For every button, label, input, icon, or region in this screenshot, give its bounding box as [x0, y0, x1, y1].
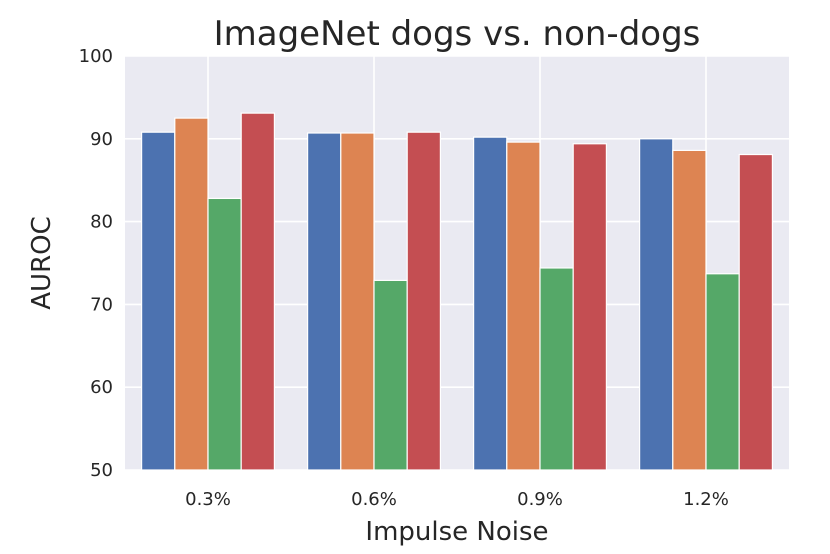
bar-series-1-12 — [638, 138, 674, 471]
bars — [141, 112, 774, 471]
bar-series-3-03 — [207, 197, 242, 471]
bar-series-1-03 — [141, 131, 176, 471]
y-tick-label: 60 — [90, 377, 113, 398]
bar-series-2-06 — [340, 132, 375, 471]
chart-title: ImageNet dogs vs. non-dogs — [214, 14, 701, 54]
bar-series-1-09 — [473, 136, 508, 471]
bar-series-4-06 — [406, 131, 442, 471]
bar-series-4-12 — [738, 153, 774, 471]
y-tick-label: 90 — [90, 129, 113, 150]
x-tick-label: 0.3% — [185, 489, 231, 510]
bar-series-2-09 — [506, 141, 541, 471]
y-tick-label: 50 — [90, 460, 113, 481]
x-ticks: 0.3% 0.6% 0.9% 1.2% — [185, 489, 729, 510]
bar-series-3-09 — [539, 267, 574, 471]
x-tick-label: 1.2% — [683, 489, 729, 510]
bar-series-3-06 — [373, 279, 408, 471]
x-tick-label: 0.9% — [517, 489, 563, 510]
bar-series-4-03 — [240, 112, 275, 471]
bar-series-4-09 — [572, 143, 608, 471]
y-tick-label: 70 — [90, 294, 113, 315]
y-ticks: 50 60 70 80 90 100 — [79, 46, 113, 481]
bar-series-3-12 — [705, 273, 740, 471]
bar-series-2-12 — [672, 149, 707, 471]
x-tick-label: 0.6% — [351, 489, 397, 510]
bar-series-2-03 — [174, 117, 209, 471]
y-tick-label: 80 — [90, 212, 113, 233]
bar-series-1-06 — [307, 132, 342, 471]
y-tick-label: 100 — [79, 46, 113, 67]
x-axis-label: Impulse Noise — [365, 517, 548, 547]
y-axis-label: AUROC — [27, 216, 57, 310]
